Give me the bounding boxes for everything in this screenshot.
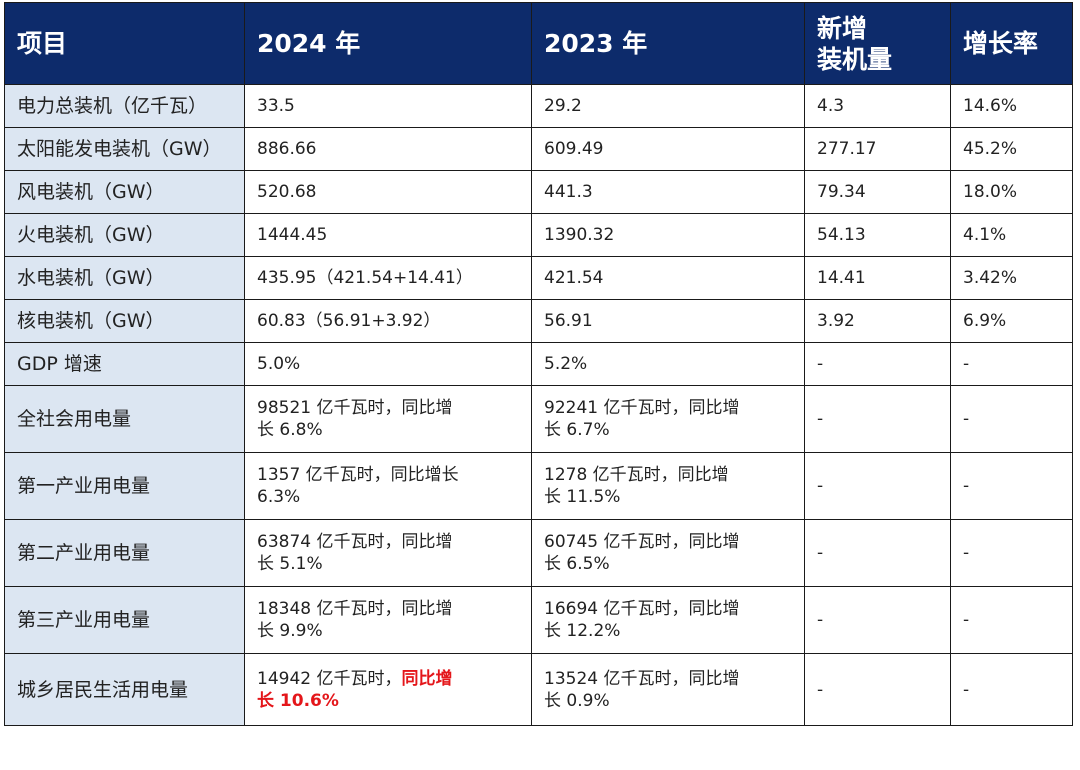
cell-added: 3.92 xyxy=(804,299,951,343)
cell-added: - xyxy=(804,342,951,386)
table-row: 城乡居民生活用电量 14942 亿千瓦时，同比增 长 10.6% 13524 亿千瓦… xyxy=(4,653,1073,726)
cell-2023: 13524 亿千瓦时，同比增 长 0.9% xyxy=(531,653,805,726)
cell-2024: 435.95（421.54+14.41） xyxy=(244,256,532,300)
cell-added: - xyxy=(804,519,951,587)
cell-added: - xyxy=(804,653,951,726)
cell-added: 54.13 xyxy=(804,213,951,257)
table-row: 第一产业用电量 1357 亿千瓦时，同比增长 6.3% 1278 亿千瓦时，同比增 … xyxy=(4,452,1073,520)
cell-2023: 1278 亿千瓦时，同比增 长 11.5% xyxy=(531,452,805,520)
cell-growth: - xyxy=(950,653,1073,726)
cell-growth: 4.1% xyxy=(950,213,1073,257)
cell-2024: 1357 亿千瓦时，同比增长 6.3% xyxy=(244,452,532,520)
cell-added: - xyxy=(804,452,951,520)
cell-growth: - xyxy=(950,519,1073,587)
table-row: 电力总装机（亿千瓦） 33.5 29.2 4.3 14.6% xyxy=(4,84,1073,128)
cell-2024: 1444.45 xyxy=(244,213,532,257)
cell-item: GDP 增速 xyxy=(4,342,245,386)
cell-growth: 3.42% xyxy=(950,256,1073,300)
cell-2023: 16694 亿千瓦时，同比增 长 12.2% xyxy=(531,586,805,654)
cell-growth: 6.9% xyxy=(950,299,1073,343)
cell-item: 第二产业用电量 xyxy=(4,519,245,587)
cell-2023: 29.2 xyxy=(531,84,805,128)
cell-item: 全社会用电量 xyxy=(4,385,245,453)
header-added: 新增 装机量 xyxy=(804,2,951,85)
cell-item: 第一产业用电量 xyxy=(4,452,245,520)
cell-2023: 60745 亿千瓦时，同比增 长 6.5% xyxy=(531,519,805,587)
cell-2024-text: 14942 亿千瓦时， xyxy=(257,668,402,689)
cell-item: 第三产业用电量 xyxy=(4,586,245,654)
cell-item: 水电装机（GW） xyxy=(4,256,245,300)
cell-growth: - xyxy=(950,586,1073,654)
cell-growth: 14.6% xyxy=(950,84,1073,128)
cell-2023: 609.49 xyxy=(531,127,805,171)
cell-2024: 63874 亿千瓦时，同比增 长 5.1% xyxy=(244,519,532,587)
header-2023: 2023 年 xyxy=(531,2,805,85)
cell-2024: 60.83（56.91+3.92） xyxy=(244,299,532,343)
cell-item: 城乡居民生活用电量 xyxy=(4,653,245,726)
table-row: 第三产业用电量 18348 亿千瓦时，同比增 长 9.9% 16694 亿千瓦时，同… xyxy=(4,586,1073,654)
table-body: 电力总装机（亿千瓦） 33.5 29.2 4.3 14.6% 太阳能发电装机（GW） 886… xyxy=(4,84,1073,726)
cell-2023: 421.54 xyxy=(531,256,805,300)
cell-item: 火电装机（GW） xyxy=(4,213,245,257)
cell-item: 太阳能发电装机（GW） xyxy=(4,127,245,171)
cell-2023: 5.2% xyxy=(531,342,805,386)
cell-added: 277.17 xyxy=(804,127,951,171)
table-row: 第二产业用电量 63874 亿千瓦时，同比增 长 5.1% 60745 亿千瓦时，同… xyxy=(4,519,1073,587)
cell-2024: 520.68 xyxy=(244,170,532,214)
table-row: 核电装机（GW） 60.83（56.91+3.92） 56.91 3.92 6.9% xyxy=(4,299,1073,343)
cell-2024: 5.0% xyxy=(244,342,532,386)
cell-2024: 886.66 xyxy=(244,127,532,171)
table-row: 水电装机（GW） 435.95（421.54+14.41） 421.54 14.41 3… xyxy=(4,256,1073,300)
cell-added: 79.34 xyxy=(804,170,951,214)
cell-item: 风电装机（GW） xyxy=(4,170,245,214)
table-row: 风电装机（GW） 520.68 441.3 79.34 18.0% xyxy=(4,170,1073,214)
cell-item: 核电装机（GW） xyxy=(4,299,245,343)
cell-growth: - xyxy=(950,342,1073,386)
cell-2024: 18348 亿千瓦时，同比增 长 9.9% xyxy=(244,586,532,654)
header-growth: 增长率 xyxy=(950,2,1073,85)
cell-2024: 33.5 xyxy=(244,84,532,128)
power-data-table: 项目 2024 年 2023 年 新增 装机量 增长率 电力总装机（亿千瓦） 33… xyxy=(4,2,1073,726)
cell-item: 电力总装机（亿千瓦） xyxy=(4,84,245,128)
cell-growth: 45.2% xyxy=(950,127,1073,171)
cell-2023: 56.91 xyxy=(531,299,805,343)
cell-growth: - xyxy=(950,452,1073,520)
cell-2024: 98521 亿千瓦时，同比增 长 6.8% xyxy=(244,385,532,453)
cell-growth: 18.0% xyxy=(950,170,1073,214)
cell-2024: 14942 亿千瓦时，同比增 长 10.6% xyxy=(244,653,532,726)
table-row: 火电装机（GW） 1444.45 1390.32 54.13 4.1% xyxy=(4,213,1073,257)
header-2024: 2024 年 xyxy=(244,2,532,85)
cell-growth: - xyxy=(950,385,1073,453)
cell-added: - xyxy=(804,586,951,654)
header-item: 项目 xyxy=(4,2,245,85)
cell-2023: 441.3 xyxy=(531,170,805,214)
cell-2023: 1390.32 xyxy=(531,213,805,257)
highlighted-growth: 同比增 长 10.6% xyxy=(257,668,453,711)
header-row: 项目 2024 年 2023 年 新增 装机量 增长率 xyxy=(4,2,1073,85)
cell-added: 4.3 xyxy=(804,84,951,128)
table-row: 太阳能发电装机（GW） 886.66 609.49 277.17 45.2% xyxy=(4,127,1073,171)
table-row: GDP 增速 5.0% 5.2% - - xyxy=(4,342,1073,386)
cell-2023: 92241 亿千瓦时，同比增 长 6.7% xyxy=(531,385,805,453)
table-row: 全社会用电量 98521 亿千瓦时，同比增 长 6.8% 92241 亿千瓦时，同比… xyxy=(4,385,1073,453)
cell-added: 14.41 xyxy=(804,256,951,300)
cell-added: - xyxy=(804,385,951,453)
